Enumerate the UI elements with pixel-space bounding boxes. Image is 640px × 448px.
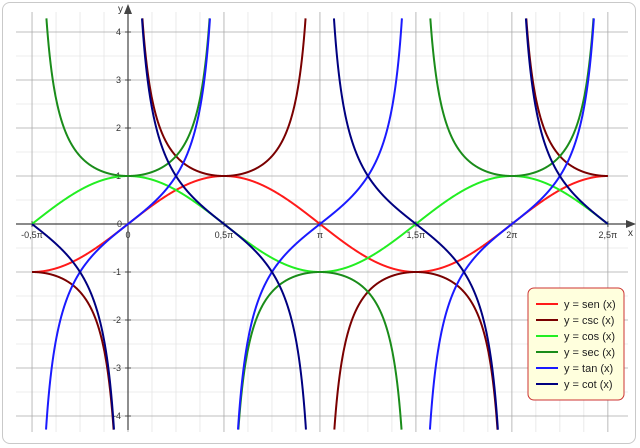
legend-entry: y = sec (x) [564, 347, 615, 359]
x-tick-label: 1,5π [407, 230, 426, 240]
y-tick-label: 0 [117, 219, 122, 229]
x-tick-label: π [317, 230, 323, 240]
series-sec-line [45, 18, 595, 430]
y-axis-arrow [124, 4, 132, 14]
y-tick-label: -1 [113, 267, 121, 277]
curves [31, 18, 609, 430]
series-tan-line [45, 18, 595, 430]
axes [16, 4, 636, 430]
x-tick-label: 0 [125, 230, 130, 240]
legend-entry: y = sen (x) [564, 299, 616, 311]
x-tick-label: 0,5π [215, 230, 234, 240]
x-tick-label: -0,5π [21, 230, 43, 240]
series-cot-line [31, 18, 609, 430]
y-tick-label: 2 [116, 123, 121, 133]
legend-box [527, 287, 625, 401]
y-tick-label: -3 [113, 363, 121, 373]
x-tick-label: 2π [506, 230, 517, 240]
legend-entry: y = cos (x) [564, 331, 615, 343]
legend-entry: y = csc (x) [564, 315, 614, 327]
minor-grid [16, 12, 628, 432]
legend-entry: y = tan (x) [564, 363, 613, 375]
x-axis-arrow [626, 220, 636, 228]
legend: y = sen (x) y = csc (x) y = cos (x) y = sec… [527, 287, 625, 401]
y-tick-label: -4 [113, 411, 121, 421]
y-axis-label: y [118, 4, 123, 15]
legend-entry: y = cot (x) [564, 379, 613, 391]
y-tick-label: -2 [113, 315, 121, 325]
y-tick-label: 4 [116, 27, 121, 37]
x-axis-label: x [628, 228, 633, 239]
x-tick-label: 2,5π [599, 230, 618, 240]
y-tick-label: 3 [116, 75, 121, 85]
